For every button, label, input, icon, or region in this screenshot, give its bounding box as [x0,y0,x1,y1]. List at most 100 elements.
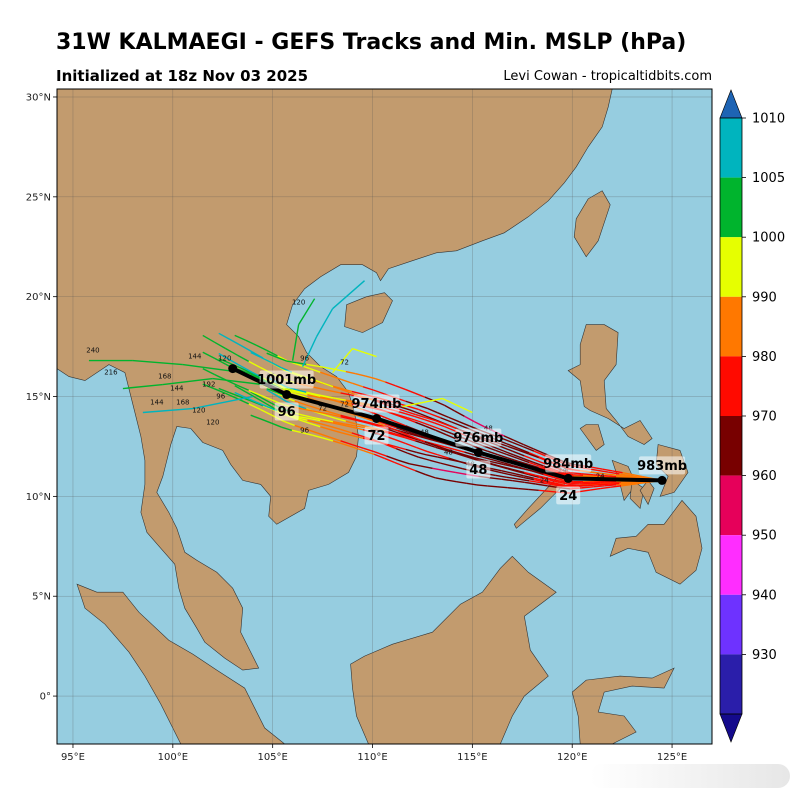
member-track-segment [294,400,307,406]
lat-tick-label: 0° [40,692,51,703]
member-track-segment [270,361,282,369]
member-track-segment [418,434,430,440]
member-track-segment [426,454,438,458]
member-track-segment [240,344,253,353]
member-track-segment [309,367,321,373]
member-track-segment [328,413,341,418]
member-track-segment [589,487,601,491]
member-track-segment [528,453,539,459]
lon-tick-label: 120°E [557,752,587,763]
member-track-segment [416,446,428,453]
member-track-segment [434,400,445,406]
member-track-segment [593,485,605,488]
member-track-segment [355,373,366,377]
member-track-segment [384,457,395,464]
member-track-segment [406,452,419,458]
member-track-segment [425,473,437,479]
member-track-segment [345,420,356,425]
member-track-segment [619,473,631,477]
member-track-segment [533,450,545,457]
member-track-segment [629,474,641,478]
forecast-hour-label: 24 [559,489,577,504]
member-track-segment [352,382,364,388]
member-track-segment [629,481,641,484]
pressure-label-box [353,394,400,413]
member-track-segment [517,457,530,464]
member-track-segment [296,391,308,396]
member-track-segment [445,449,457,455]
mean-track-point [372,413,382,423]
member-track-segment [501,437,513,444]
member-track-segment [513,454,524,460]
member-track-segment [212,377,263,386]
member-track-segment [409,433,422,438]
member-track-segment [405,442,417,449]
member-track-segment [328,389,341,394]
member-track-segment [512,472,524,477]
member-track-segment [213,373,227,381]
member-track-segment [454,448,465,453]
member-track-segment [404,412,416,418]
land-polygon [567,324,653,445]
member-track-segment [218,332,231,340]
member-track-segment [298,364,310,370]
member-track-segment [435,477,447,481]
member-track-segment [315,411,327,417]
member-track-segment [620,483,632,487]
member-track-segment [255,397,268,405]
colorbar-label: 970 [752,410,777,425]
member-track-segment [343,389,354,395]
member-track-segment [589,471,601,475]
pressure-label-box [545,454,592,473]
member-track-segment [353,446,365,452]
member-track-segment [424,419,435,424]
member-track-segment [443,469,456,474]
member-track-segment [442,397,473,414]
member-hour-label: 120 [218,355,231,363]
pressure-label: 976mb [453,431,503,446]
member-track-segment [553,476,564,481]
member-track-segment [551,483,563,487]
member-track-segment [464,451,475,456]
member-track-segment [620,475,632,478]
member-track-segment [330,421,342,426]
member-track-segment [547,477,559,482]
member-hour-label: 96 [300,355,309,363]
member-track-segment [325,395,337,400]
member-track-segment [355,414,366,420]
member-track-segment [559,481,570,486]
mean-track-point [657,475,667,485]
init-time-subtitle: Initialized at 18z Nov 03 2025 [56,67,309,85]
forecast-hour-label: 48 [469,463,487,478]
member-hour-label: 24 [596,472,605,480]
member-track-segment [229,392,242,398]
member-track-segment [501,465,513,471]
member-track-segment [225,392,238,400]
member-track-segment [415,440,426,445]
lat-tick-label: 10°N [26,492,51,503]
member-track-segment [394,384,406,390]
member-track-segment [384,423,397,429]
member-track-segment [445,434,457,440]
member-track-segment [587,484,599,487]
member-track-segment [490,467,502,472]
member-hour-label: 192 [202,381,215,389]
member-track-segment [312,434,323,439]
land-polygon [571,667,675,744]
member-track-segment [600,472,611,476]
land-polygon [579,424,605,451]
member-track-segment [397,432,410,438]
member-track-segment [276,356,287,362]
land-polygon [76,583,286,744]
member-track-segment [394,445,406,451]
member-track-segment [296,393,308,399]
member-track-segment [305,428,318,434]
member-track-segment [406,416,419,422]
member-track-segment [340,440,353,446]
member-track-segment [276,395,287,403]
member-track-segment [581,486,594,489]
member-track-segment [429,437,441,443]
member-track-segment [404,437,416,442]
member-track-segment [493,461,505,466]
